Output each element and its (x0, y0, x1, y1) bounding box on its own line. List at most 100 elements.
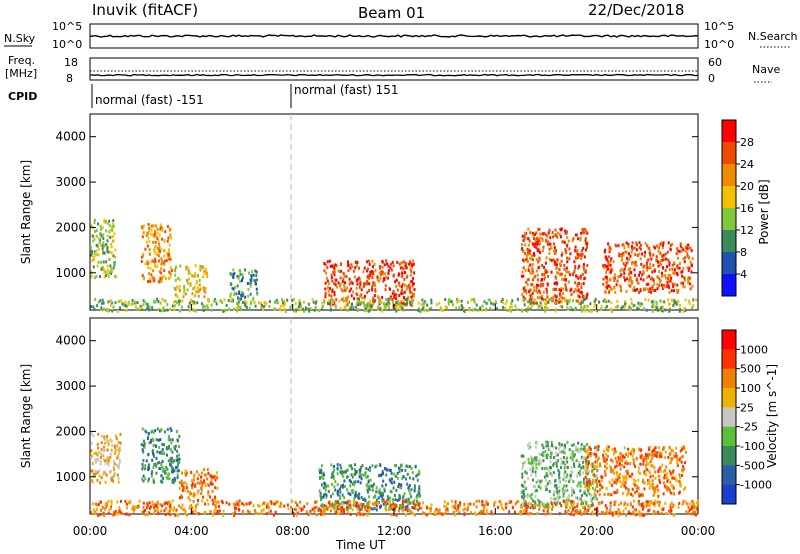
radar-echo-cell (607, 445, 610, 449)
radar-echo-cell (660, 283, 663, 287)
radar-echo-cell (630, 271, 633, 274)
radar-echo-cell (90, 456, 93, 460)
radar-echo-cell (140, 255, 143, 259)
radar-echo-cell (348, 306, 351, 310)
radar-echo-cell (102, 251, 105, 254)
radar-echo-cell (318, 309, 321, 313)
radar-echo-cell (393, 480, 396, 484)
radar-echo-cell (329, 504, 331, 508)
radar-echo-cell (635, 277, 638, 281)
radar-echo-cell (101, 247, 104, 251)
radar-echo-cell (202, 275, 204, 279)
radar-echo-cell (526, 260, 529, 264)
radar-echo-cell (405, 464, 408, 468)
radar-echo-cell (566, 302, 569, 306)
radar-echo-cell (362, 512, 365, 516)
radar-echo-cell (654, 476, 657, 480)
radar-echo-cell (577, 441, 580, 445)
radar-echo-cell (617, 513, 620, 517)
radar-echo-cell (419, 309, 422, 313)
radar-echo-cell (516, 500, 519, 504)
radar-echo-cell (687, 281, 690, 285)
radar-echo-cell (340, 269, 343, 273)
radar-echo-cell (325, 276, 328, 280)
radar-echo-cell (682, 267, 685, 270)
radar-echo-cell (405, 298, 408, 302)
radar-echo-cell (147, 432, 150, 435)
radar-echo-cell (299, 308, 302, 312)
radar-echo-cell (562, 490, 565, 494)
radar-echo-cell (567, 307, 569, 311)
radar-echo-cell (555, 487, 558, 490)
radar-echo-cell (595, 445, 598, 449)
radar-echo-cell (184, 292, 187, 296)
radar-echo-cell (539, 459, 542, 463)
radar-echo-cell (401, 274, 404, 278)
radar-echo-cell (651, 309, 654, 313)
radar-echo-cell (404, 266, 407, 270)
radar-echo-cell (557, 447, 560, 451)
radar-echo-cell (413, 489, 416, 493)
radar-echo-cell (586, 467, 589, 471)
radar-echo-cell (194, 264, 197, 268)
radar-echo-cell (113, 232, 116, 236)
radar-echo-cell (239, 297, 242, 301)
radar-echo-cell (186, 288, 189, 292)
radar-echo-cell (608, 271, 611, 275)
radar-echo-cell (169, 307, 172, 311)
beam-title: Beam 01 (358, 4, 425, 22)
radar-echo-cell (660, 511, 663, 515)
radar-echo-cell (195, 470, 198, 474)
radar-echo-cell (602, 263, 605, 267)
radar-echo-cell (233, 291, 236, 295)
radar-echo-cell (333, 282, 336, 285)
radar-echo-cell (592, 473, 595, 477)
radar-echo-cell (583, 227, 586, 231)
colorbar-swatch (722, 388, 736, 408)
radar-echo-cell (225, 501, 228, 505)
radar-echo-cell (379, 494, 382, 498)
radar-echo-cell (647, 462, 650, 466)
radar-echo-cell (633, 512, 636, 516)
radar-echo-cell (539, 482, 542, 486)
radar-echo-cell (303, 505, 306, 509)
radar-echo-cell (522, 489, 525, 493)
radar-echo-cell (534, 242, 537, 246)
radar-echo-cell (103, 244, 106, 248)
radar-echo-cell (142, 465, 144, 469)
radar-echo-cell (394, 293, 396, 297)
radar-echo-cell (485, 508, 488, 512)
radar-echo-cell (156, 264, 159, 268)
radar-echo-cell (167, 459, 170, 463)
radar-echo-cell (581, 272, 584, 276)
radar-echo-cell (520, 505, 522, 509)
radar-echo-cell (395, 301, 398, 304)
radar-echo-cell (212, 300, 215, 303)
radar-echo-cell (562, 494, 565, 498)
radar-echo-cell (605, 265, 608, 268)
radar-echo-cell (356, 507, 359, 511)
range-tick-label: 3000 (55, 175, 86, 189)
radar-echo-cell (534, 445, 537, 449)
radar-echo-cell (350, 263, 353, 267)
radar-echo-cell (93, 307, 96, 311)
radar-echo-cell (603, 456, 606, 460)
radar-echo-cell (562, 287, 565, 291)
radar-echo-cell (292, 511, 295, 515)
radar-echo-cell (654, 288, 657, 292)
radar-echo-cell (497, 505, 499, 509)
radar-echo-cell (555, 483, 558, 487)
radar-echo-cell (422, 501, 425, 505)
radar-echo-cell (659, 299, 662, 303)
radar-echo-cell (649, 290, 652, 294)
radar-echo-cell (189, 505, 192, 509)
radar-echo-cell (141, 477, 144, 481)
radar-echo-cell (660, 455, 663, 459)
radar-echo-cell (391, 260, 394, 264)
radar-echo-cell (401, 292, 404, 296)
radar-echo-cell (652, 245, 655, 249)
radar-echo-cell (547, 467, 550, 471)
radar-echo-cell (608, 250, 611, 254)
radar-echo-cell (560, 253, 563, 257)
range-tick-label: 2000 (55, 424, 86, 438)
